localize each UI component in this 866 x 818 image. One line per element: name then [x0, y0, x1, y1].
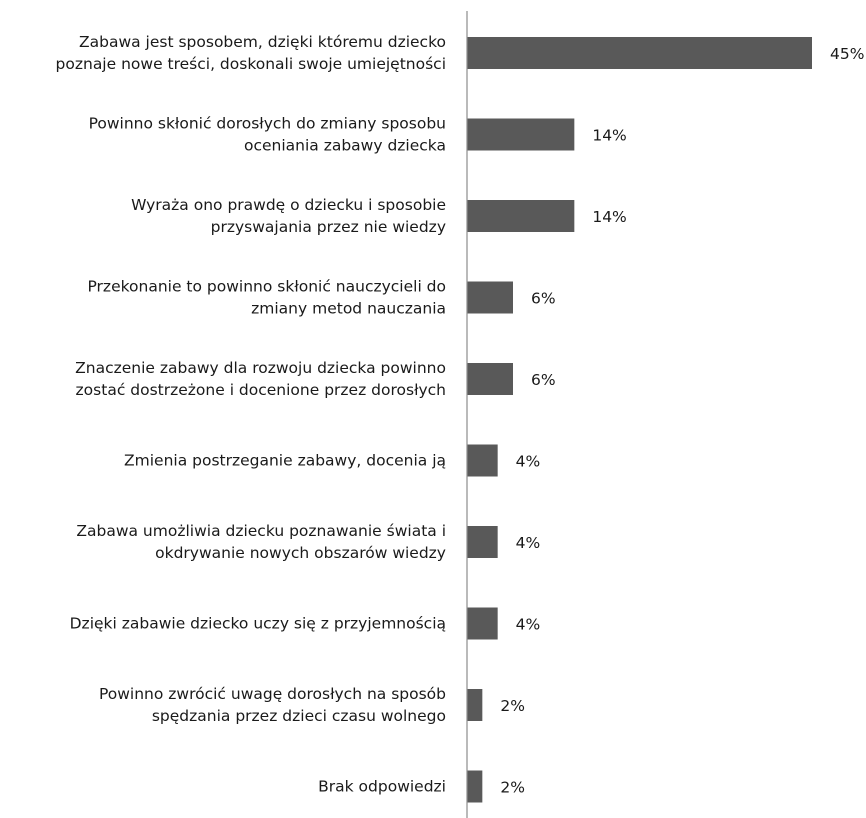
category-label-line: Wyraża ono prawdę o dziecku i sposobie — [131, 196, 446, 214]
bar-2 — [467, 118, 575, 151]
category-label-line: oceniania zabawy dziecka — [244, 137, 446, 155]
bar-7 — [467, 526, 498, 558]
value-label-5: 6% — [531, 371, 556, 389]
category-label-line: Przekonanie to powinno skłonić nauczycie… — [87, 278, 446, 296]
value-label-10: 2% — [500, 779, 525, 797]
category-label-line: zostać dostrzeżone i docenione przez dor… — [76, 381, 446, 399]
value-labels-layer: 45% 14% 14% 6% 6% 4% 4% 4% 2% 2% — [500, 45, 864, 797]
category-label-line: przyswajania przez nie wiedzy — [211, 218, 446, 236]
value-label-4: 6% — [531, 290, 556, 308]
category-label-5: Znaczenie zabawy dla rozwoju dziecka pow… — [75, 359, 446, 399]
category-label-line: Znaczenie zabawy dla rozwoju dziecka pow… — [75, 359, 446, 377]
bar-4 — [467, 281, 513, 314]
category-label-4: Przekonanie to powinno skłonić nauczycie… — [87, 278, 446, 318]
category-label-line: Dzięki zabawie dziecko uczy się z przyje… — [70, 615, 446, 633]
category-label-1: Zabawa jest sposobem, dzięki któremu dzi… — [56, 33, 446, 73]
category-label-7: Zabawa umożliwia dziecku poznawanie świa… — [76, 522, 446, 562]
category-label-line: spędzania przez dzieci czasu wolnego — [152, 707, 446, 725]
category-label-line: Powinno skłonić dorosłych do zmiany spos… — [89, 115, 446, 133]
bar-3 — [467, 200, 575, 232]
category-label-line: poznaje nowe treści, doskonali swoje umi… — [56, 55, 446, 73]
category-label-line: Zabawa umożliwia dziecku poznawanie świa… — [76, 522, 446, 540]
category-label-line: Zmienia postrzeganie zabawy, docenia ją — [124, 452, 446, 470]
value-label-7: 4% — [516, 534, 541, 552]
category-label-3: Wyraża ono prawdę o dziecku i sposobie pr… — [131, 196, 446, 236]
category-label-line: okdrywanie nowych obszarów wiedzy — [155, 544, 446, 562]
category-label-line: Brak odpowiedzi — [318, 778, 446, 796]
bar-1 — [467, 37, 812, 69]
category-label-line: zmiany metod nauczania — [251, 300, 446, 318]
category-label-10: Brak odpowiedzi — [318, 778, 446, 796]
value-label-6: 4% — [516, 453, 541, 471]
category-label-line: Zabawa jest sposobem, dzięki któremu dzi… — [79, 33, 446, 51]
category-label-6: Zmienia postrzeganie zabawy, docenia ją — [124, 452, 446, 470]
bar-9 — [467, 689, 483, 721]
category-labels-layer: Zabawa jest sposobem, dzięki któremu dzi… — [56, 33, 446, 796]
bar-8 — [467, 607, 498, 640]
bar-6 — [467, 444, 498, 477]
value-label-1: 45% — [830, 45, 864, 63]
value-label-2: 14% — [592, 127, 626, 145]
category-label-8: Dzięki zabawie dziecko uczy się z przyje… — [70, 615, 446, 633]
value-label-8: 4% — [516, 616, 541, 634]
bar-10 — [467, 770, 483, 803]
category-label-9: Powinno zwrócić uwagę dorosłych na sposó… — [99, 685, 446, 725]
value-label-9: 2% — [500, 697, 525, 715]
value-label-3: 14% — [592, 208, 626, 226]
bars-layer — [467, 37, 812, 803]
category-label-line: Powinno zwrócić uwagę dorosłych na sposó… — [99, 685, 446, 703]
category-label-2: Powinno skłonić dorosłych do zmiany spos… — [89, 115, 446, 155]
bar-5 — [467, 363, 513, 395]
